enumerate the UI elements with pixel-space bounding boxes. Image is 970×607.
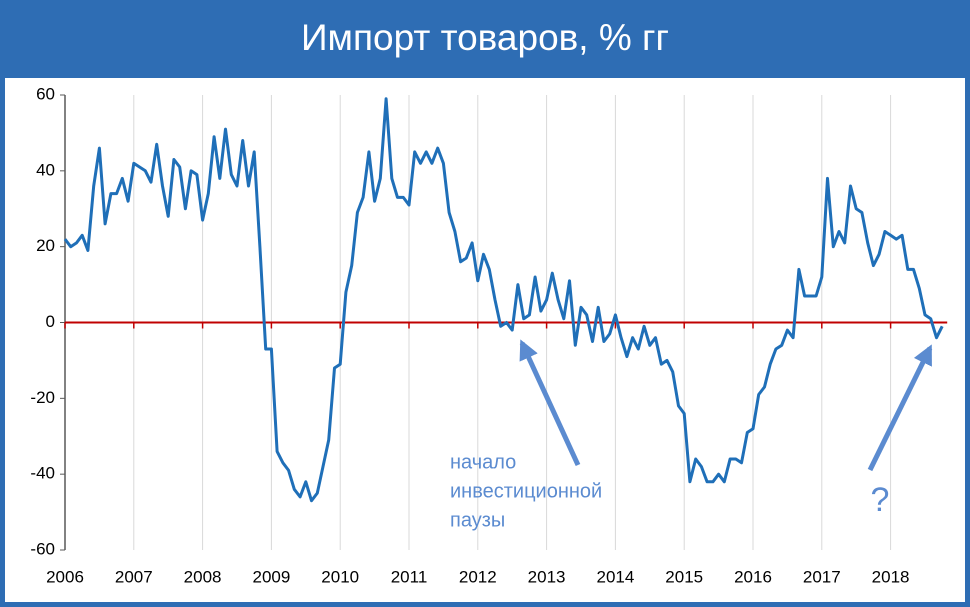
y-tick-label: -60 xyxy=(30,539,55,558)
plot: 2006 2007 2008 2009 2010 2011 2012 2013 2014 2015… xyxy=(30,84,948,586)
y-tick-label: 0 xyxy=(46,312,55,331)
x-tick-label: 2014 xyxy=(596,567,634,586)
plot-background xyxy=(5,78,965,602)
x-tick-label: 2015 xyxy=(665,567,703,586)
x-tick-label: 2010 xyxy=(321,567,359,586)
x-tick-label: 2008 xyxy=(184,567,222,586)
annotation: инвестиционной xyxy=(450,480,602,502)
annotation: начало xyxy=(450,451,516,473)
chart-title: Импорт товаров, % гг xyxy=(301,17,669,58)
y-tick-label: 60 xyxy=(36,84,55,103)
arrow xyxy=(867,344,933,472)
x-tick-label: 2018 xyxy=(872,567,910,586)
x-tick-label: 2016 xyxy=(734,567,772,586)
x-tick-label: 2011 xyxy=(391,567,428,586)
annotation: ? xyxy=(871,481,890,519)
y-tick-label: 20 xyxy=(36,236,55,255)
x-tick-label: 2012 xyxy=(459,567,497,586)
annotation: паузы xyxy=(450,509,505,531)
x-tick-label: 2009 xyxy=(252,567,290,586)
y-tick-label: -40 xyxy=(30,464,55,483)
series-line xyxy=(63,97,944,503)
x-tick-label: 2006 xyxy=(46,567,84,586)
y-tick-label: 40 xyxy=(36,160,55,179)
arrow xyxy=(519,339,581,467)
x-tick-label: 2017 xyxy=(803,567,841,586)
y-tick-label: -20 xyxy=(30,388,55,407)
x-tick-label: 2013 xyxy=(528,567,566,586)
x-tick-label: 2007 xyxy=(115,567,153,586)
